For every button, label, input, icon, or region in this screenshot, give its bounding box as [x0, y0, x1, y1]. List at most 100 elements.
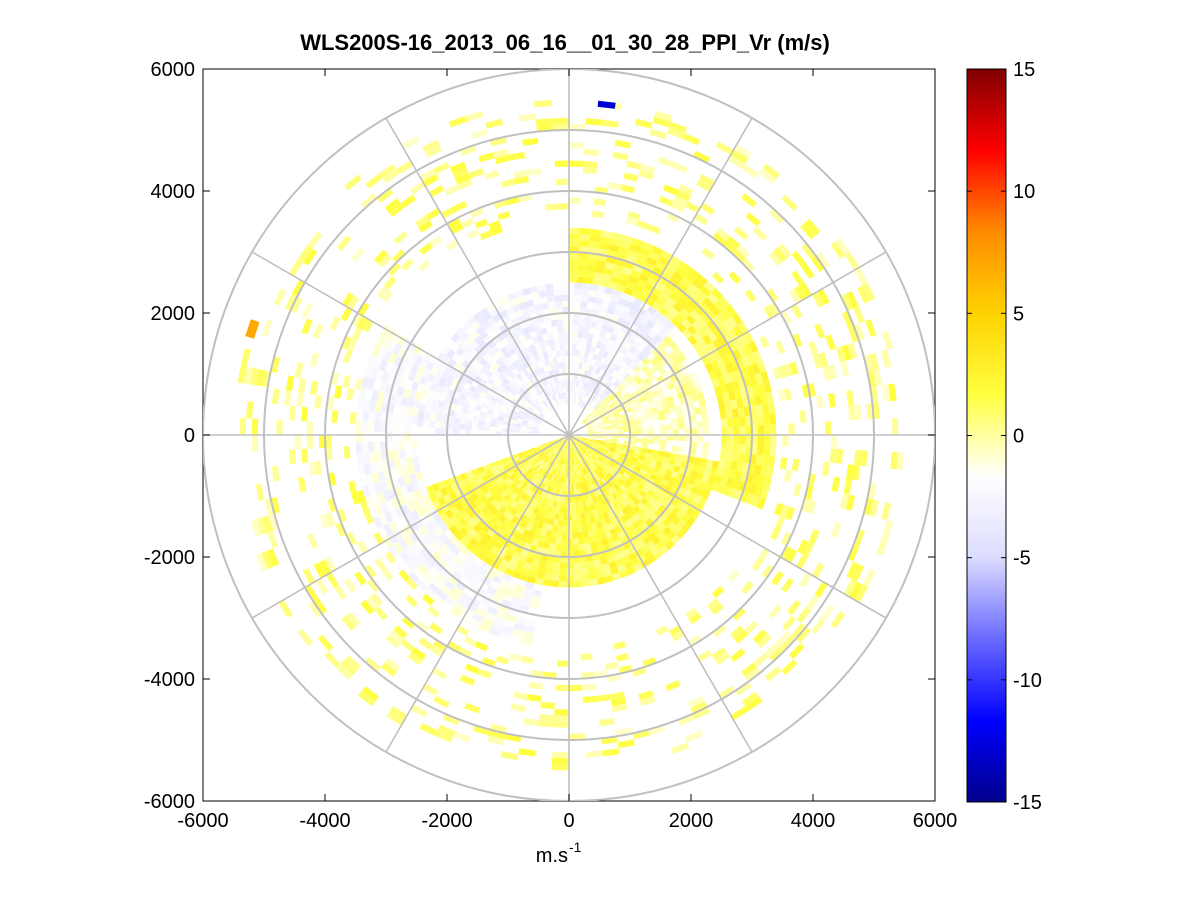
- velocity-cell: [636, 343, 645, 353]
- velocity-cell: [633, 416, 641, 421]
- velocity-cell: [616, 423, 624, 428]
- velocity-cell: [741, 163, 759, 179]
- velocity-cell: [698, 398, 707, 408]
- velocity-cell: [688, 612, 702, 625]
- velocity-cell: [610, 377, 617, 385]
- velocity-cell: [429, 413, 437, 421]
- velocity-cell: [487, 340, 497, 349]
- velocity-cell: [653, 527, 663, 537]
- velocity-cell: [510, 634, 523, 643]
- velocity-cell: [642, 535, 652, 545]
- y-tick-label: 6000: [151, 59, 196, 81]
- velocity-cell: [633, 384, 641, 392]
- velocity-cell: [766, 288, 779, 303]
- velocity-cell: [374, 503, 384, 516]
- velocity-cell: [498, 395, 506, 402]
- velocity-cell: [463, 636, 478, 647]
- velocity-cell: [688, 283, 700, 295]
- velocity-cell: [514, 175, 529, 185]
- velocity-cell: [650, 378, 659, 387]
- velocity-cell: [557, 437, 564, 440]
- velocity-cell: [597, 444, 604, 449]
- velocity-cell: [583, 419, 589, 425]
- velocity-cell: [745, 696, 763, 712]
- velocity-cell: [466, 390, 475, 398]
- velocity-cell: [343, 577, 357, 593]
- velocity-cell: [553, 387, 558, 395]
- velocity-cell: [770, 526, 781, 541]
- velocity-sector-6: [237, 100, 904, 771]
- velocity-cell: [574, 399, 578, 406]
- velocity-cell: [561, 538, 568, 545]
- velocity-cell: [603, 445, 610, 449]
- velocity-cell: [523, 353, 531, 361]
- velocity-cell: [435, 730, 454, 743]
- velocity-cell: [481, 507, 490, 516]
- velocity-cell: [474, 641, 489, 652]
- velocity-cell: [550, 447, 556, 452]
- velocity-cell: [572, 331, 578, 338]
- velocity-cell: [341, 615, 356, 631]
- velocity-cell: [754, 372, 764, 385]
- velocity-cell: [563, 452, 566, 459]
- velocity-cell: [623, 261, 635, 270]
- velocity-cell: [255, 553, 269, 572]
- velocity-cell: [553, 519, 559, 526]
- velocity-cell: [488, 220, 502, 230]
- velocity-cell: [592, 439, 599, 442]
- velocity-cell: [289, 258, 303, 277]
- velocity-cell: [529, 330, 537, 339]
- velocity-cell: [497, 332, 506, 342]
- velocity-cell: [571, 355, 576, 363]
- velocity-cell: [571, 465, 575, 472]
- velocity-cell: [736, 398, 744, 409]
- velocity-cell: [580, 401, 585, 408]
- velocity-cell: [589, 447, 596, 453]
- velocity-cell: [285, 375, 295, 392]
- velocity-cell: [486, 483, 494, 491]
- velocity-cell: [640, 464, 649, 472]
- velocity-cell: [586, 450, 593, 456]
- velocity-cell: [817, 288, 830, 305]
- velocity-cell: [498, 498, 507, 507]
- velocity-cell: [591, 393, 597, 400]
- velocity-cell: [603, 458, 610, 465]
- velocity-cell: [537, 334, 544, 343]
- velocity-cell: [650, 357, 660, 366]
- velocity-cell: [663, 408, 671, 415]
- velocity-cell: [546, 351, 553, 359]
- velocity-cell: [465, 418, 473, 425]
- velocity-cell: [668, 276, 681, 287]
- velocity-cell: [393, 231, 408, 245]
- velocity-cell: [672, 356, 682, 366]
- velocity-cell: [479, 411, 487, 418]
- velocity-cell: [599, 453, 606, 459]
- velocity-cell: [601, 119, 619, 128]
- velocity-cell: [700, 202, 716, 215]
- velocity-cell: [582, 530, 589, 538]
- velocity-cell: [570, 440, 572, 447]
- velocity-cell: [491, 396, 499, 403]
- velocity-cell: [655, 353, 664, 363]
- velocity-cell: [659, 466, 668, 474]
- velocity-cell: [503, 619, 516, 629]
- velocity-cell: [822, 461, 830, 476]
- velocity-cell: [769, 413, 777, 425]
- velocity-cell: [489, 627, 502, 637]
- velocity-cell: [408, 389, 417, 400]
- velocity-cell: [453, 416, 461, 424]
- velocity-cell: [640, 447, 648, 453]
- velocity-cell: [737, 407, 745, 418]
- velocity-cell: [607, 412, 614, 418]
- velocity-cell: [709, 304, 721, 316]
- velocity-cell: [245, 319, 260, 339]
- velocity-cell: [603, 358, 611, 366]
- velocity-cell: [553, 556, 561, 563]
- velocity-cell: [490, 507, 499, 516]
- velocity-cell: [501, 178, 516, 188]
- velocity-cell: [608, 281, 618, 290]
- velocity-cell: [380, 662, 397, 677]
- velocity-cell: [475, 326, 485, 336]
- velocity-cell: [610, 232, 623, 241]
